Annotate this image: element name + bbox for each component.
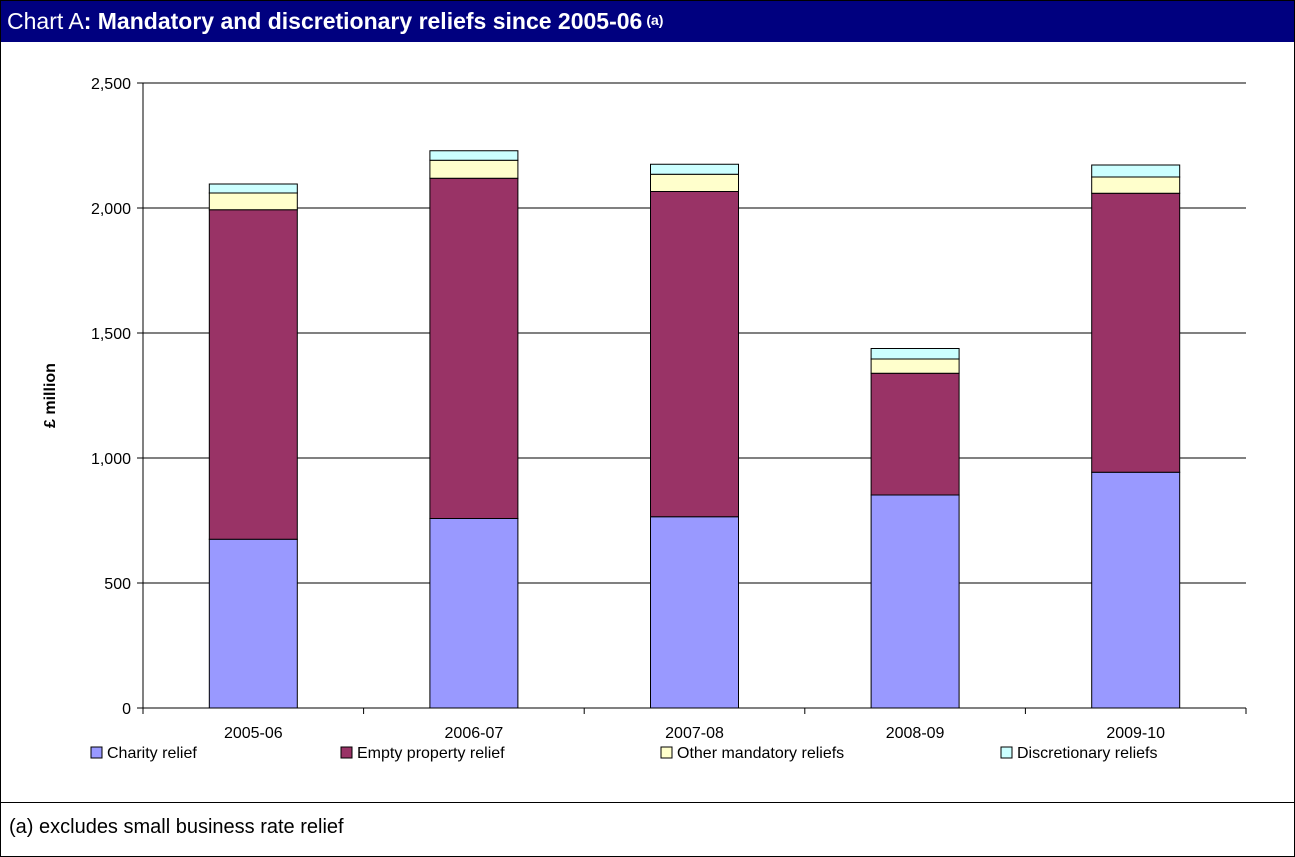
- chart-title: : Mandatory and discretionary reliefs si…: [83, 8, 643, 34]
- x-tick-label: 2007-08: [665, 725, 724, 742]
- y-axis-label: £ million: [42, 363, 59, 428]
- y-tick-label: 0: [122, 701, 131, 718]
- chart-area: 0 500 1,000 1,500 2,000 2,500 £ million 2005-06…: [1, 42, 1294, 803]
- y-tick-label: 1,000: [91, 451, 131, 468]
- bar-segment: [429, 177, 519, 519]
- y-tick-label: 2,500: [91, 76, 131, 93]
- legend-swatch: [340, 746, 353, 759]
- bar-segment: [650, 516, 739, 709]
- bar-segment: [429, 518, 519, 709]
- bar-segment: [870, 348, 960, 360]
- bar-segment: [429, 150, 519, 161]
- bar-segment: [1091, 176, 1181, 194]
- legend-swatch: [1000, 746, 1013, 759]
- bar-segment: [208, 183, 298, 194]
- stacked-bar-chart: 0 500 1,000 1,500 2,000 2,500 £ million 2005-06…: [42, 76, 1247, 762]
- bar-segment: [870, 358, 960, 374]
- x-tick-label: 2008-09: [886, 725, 945, 742]
- bar-segment: [650, 191, 739, 518]
- chart-title-bar: Chart A : Mandatory and discretionary re…: [1, 1, 1294, 42]
- legend-label: Charity relief: [107, 745, 197, 762]
- legend-label: Discretionary reliefs: [1017, 745, 1157, 762]
- legend-label: Empty property relief: [357, 745, 505, 762]
- bar-segment: [1091, 471, 1181, 709]
- chart-title-note: (a): [646, 11, 664, 28]
- bar-segment: [650, 173, 739, 192]
- legend-swatch: [90, 746, 103, 759]
- bar-segment: [429, 159, 519, 179]
- bar-segment: [870, 372, 960, 496]
- x-tick-label: 2006-07: [445, 725, 504, 742]
- y-tick-label: 2,000: [91, 201, 131, 218]
- chart-title-prefix: Chart A: [7, 8, 84, 34]
- bar-segment: [208, 192, 298, 211]
- bar-segment: [870, 494, 960, 709]
- y-tick-label: 500: [104, 576, 131, 593]
- x-tick-label: 2009-10: [1106, 725, 1165, 742]
- bar-segment: [1091, 192, 1181, 473]
- legend-label: Other mandatory reliefs: [677, 745, 844, 762]
- legend-swatch: [660, 746, 673, 759]
- x-tick-label: 2005-06: [224, 725, 283, 742]
- footnote: (a) excludes small business rate relief: [9, 816, 344, 838]
- bar-segment: [208, 538, 298, 709]
- bar-segment: [1091, 164, 1181, 178]
- bar-segment: [208, 209, 298, 540]
- y-tick-label: 1,500: [91, 326, 131, 343]
- bar-segment: [650, 163, 739, 175]
